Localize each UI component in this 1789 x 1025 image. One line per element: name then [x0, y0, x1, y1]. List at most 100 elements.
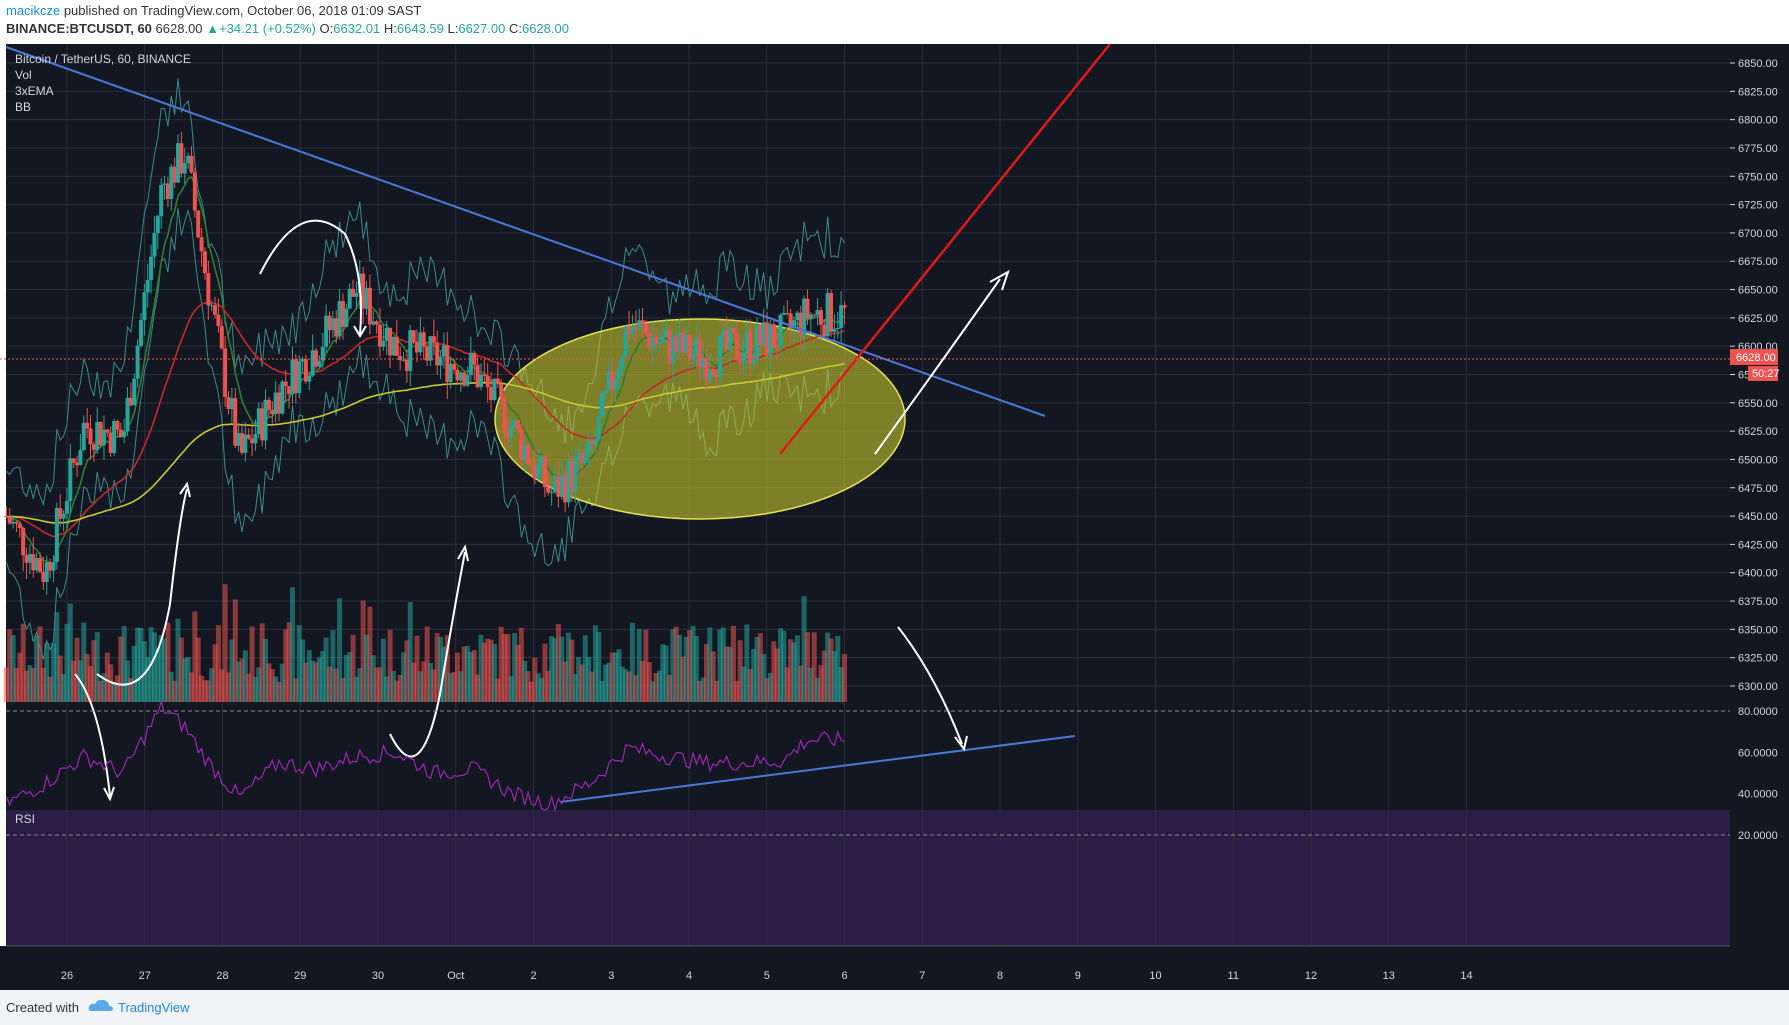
candle-body	[213, 305, 218, 315]
candle-body	[781, 313, 786, 315]
candle-body	[519, 428, 524, 460]
chart-title-legend[interactable]: Bitcoin / TetherUS, 60, BINANCE	[15, 52, 191, 66]
projection-line[interactable]	[779, 44, 1111, 455]
volume-bar	[367, 606, 373, 702]
candle-body	[17, 523, 22, 528]
volume-bar	[303, 662, 309, 702]
candle-body	[78, 450, 83, 466]
candle-body	[842, 305, 847, 308]
consolidation-ellipse[interactable]	[494, 318, 906, 520]
price-tick-label: 6725.00	[1738, 200, 1778, 212]
volume-bar	[515, 644, 521, 702]
candle-body	[458, 372, 463, 381]
volume-bar	[188, 672, 194, 702]
volume-bar	[81, 622, 87, 702]
candle-body	[502, 397, 507, 434]
volume-bar	[232, 599, 238, 702]
volume-bar	[700, 677, 706, 702]
volume-bar	[276, 681, 282, 702]
candle-body	[216, 314, 221, 327]
time-tick-label: 28	[216, 970, 228, 982]
rsi-tick-label: 80.0000	[1738, 706, 1778, 718]
arrow-head-1	[179, 481, 191, 498]
volume-bar	[458, 671, 464, 702]
time-tick-label: 5	[764, 970, 770, 982]
volume-bar	[333, 668, 339, 702]
volume-bar	[202, 680, 208, 702]
volume-bar	[656, 670, 662, 702]
candle-body	[101, 429, 106, 446]
candle-body	[310, 350, 315, 376]
candle-body	[579, 452, 584, 464]
low-label: L:	[447, 21, 459, 36]
time-tick-label: 7	[919, 970, 925, 982]
time-axis[interactable]: 26 27 28 29 30 Oct 2 3 4 5 6 7 8 9 10 11 12 13 14	[6, 945, 1730, 982]
candle-body	[785, 313, 790, 315]
footer-brand-link[interactable]: TradingView	[118, 1000, 190, 1015]
volume-bar	[390, 671, 396, 702]
candle-body	[388, 327, 393, 356]
vol-legend[interactable]: Vol	[15, 68, 32, 82]
volume-bar	[751, 649, 757, 702]
volume-bar	[741, 666, 747, 702]
volume-bar	[485, 638, 491, 702]
candle-body	[192, 172, 197, 211]
ema-legend[interactable]: 3xEMA	[15, 84, 54, 98]
price-chart[interactable]: 6850.00 6825.00 6800.00 6775.00 6750.00 6725.…	[0, 44, 1789, 990]
volume-bar	[498, 626, 504, 702]
candle-body	[674, 337, 679, 352]
candle-body	[677, 332, 682, 352]
volume-trendline[interactable]	[559, 735, 1076, 803]
bb-legend[interactable]: BB	[15, 100, 32, 114]
candle-body	[91, 444, 96, 450]
volume-bar	[650, 681, 656, 702]
volume-bar	[586, 656, 592, 702]
countdown-box	[1748, 366, 1778, 381]
candle-body	[115, 421, 120, 430]
candle-body	[384, 327, 389, 341]
candle-body	[559, 475, 564, 497]
volume-bar	[118, 636, 124, 702]
volume-bar	[542, 643, 548, 702]
candle-body	[209, 305, 214, 307]
candle-body	[118, 429, 123, 438]
candle-body	[553, 476, 558, 493]
volume-bar	[549, 636, 555, 702]
volume-bar	[525, 671, 531, 702]
volume-bar	[364, 634, 370, 702]
volume-bar	[121, 626, 127, 702]
volume-bar	[495, 678, 501, 702]
volume-bar	[677, 634, 683, 702]
volume-bar	[27, 665, 33, 702]
price-tick-label: 6800.00	[1738, 115, 1778, 127]
volume-bar	[192, 611, 198, 702]
candle-body	[839, 305, 844, 329]
candle-body	[738, 360, 743, 363]
volume-bar	[289, 587, 295, 702]
author-link[interactable]: macikcze	[6, 3, 61, 18]
candle-body	[802, 298, 807, 337]
volume-bar	[401, 652, 407, 702]
candle-body	[381, 340, 386, 347]
volume-bar	[175, 618, 181, 702]
candle-body	[472, 352, 477, 365]
volume-bar	[30, 668, 36, 702]
arrow-path-5	[874, 278, 1001, 455]
time-tick-label: 30	[372, 970, 384, 982]
candle-body	[189, 155, 194, 173]
candle-body	[754, 325, 759, 360]
candle-body	[593, 439, 598, 445]
close-label: C:	[508, 21, 522, 36]
candle-body	[367, 287, 372, 325]
volume-bar	[434, 633, 440, 702]
rsi-legend[interactable]: RSI	[15, 812, 36, 826]
candle-body	[694, 338, 699, 355]
volume-bar	[195, 637, 201, 702]
candle-body	[250, 438, 255, 444]
candle-body	[371, 321, 376, 325]
candle-body	[566, 461, 571, 503]
volume-bar	[57, 655, 63, 702]
descending-trendline[interactable]	[5, 46, 1046, 417]
volume-bar	[734, 681, 740, 702]
price-tick-label: 6675.00	[1738, 256, 1778, 268]
